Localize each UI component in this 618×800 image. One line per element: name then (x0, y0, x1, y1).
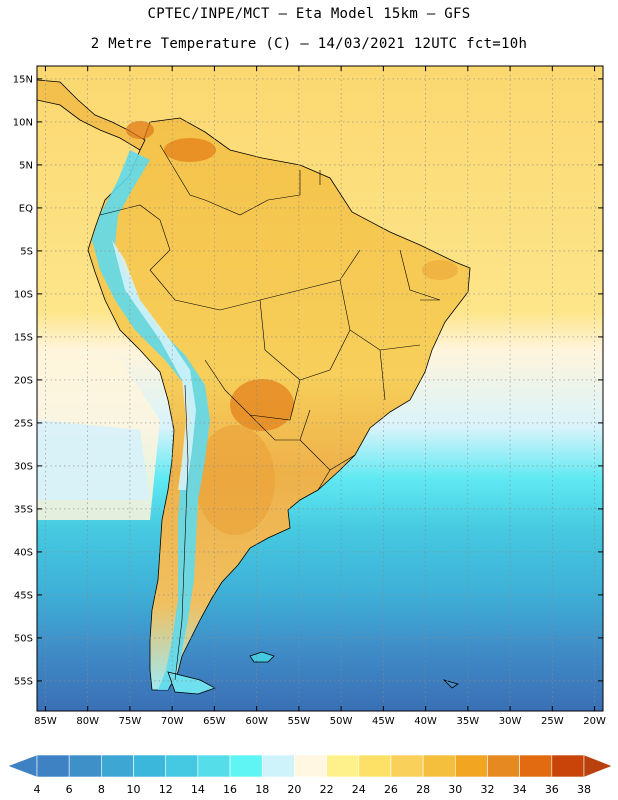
colorbar-label: 6 (66, 783, 73, 796)
colorbar-label: 24 (352, 783, 366, 796)
colorbar-cell (358, 754, 392, 778)
lat-label: 10N (13, 117, 33, 128)
lon-label: 75W (119, 716, 142, 727)
border-ecuador (99, 204, 161, 221)
colorbar-label: 38 (577, 783, 591, 796)
lon-label: 35W (457, 716, 480, 727)
colorbar-label: 18 (255, 783, 269, 796)
lon-label: 45W (372, 716, 395, 727)
border-colombia-venezuela (159, 144, 206, 201)
colorbar-label: 28 (416, 783, 430, 796)
falkland-islands (249, 651, 275, 663)
colorbar-label: 36 (545, 783, 559, 796)
colorbar-label: 32 (480, 783, 494, 796)
lat-label: 20S (14, 375, 33, 386)
colorbar-arrow-high (583, 754, 613, 778)
chaco-hot-spot (230, 379, 294, 431)
lon-label: 65W (203, 716, 226, 727)
border-venezuela-brazil (204, 194, 301, 216)
colorbar-label: 10 (127, 783, 141, 796)
lat-label: 5S (20, 246, 33, 257)
latitude-labels: 15N 10N 5N EQ 5S 10S 15S 20S 25S 30S 35S 40S 45S 50S 5… (13, 74, 33, 687)
venezuela-hot-spot (164, 138, 216, 162)
colorbar-label: 20 (287, 783, 301, 796)
lat-label: 45S (14, 590, 33, 601)
lat-label: 10S (14, 289, 33, 300)
lon-label: 20W (583, 716, 606, 727)
border-uruguay (317, 469, 331, 491)
axis-ticks (37, 66, 603, 711)
lon-label: 55W (288, 716, 311, 727)
lon-label: 80W (76, 716, 99, 727)
colorbar-cell (133, 754, 167, 778)
lat-label: 35S (14, 504, 33, 515)
lat-label: 40S (14, 547, 33, 558)
lat-label: 50S (14, 633, 33, 644)
lat-label: 15S (14, 332, 33, 343)
colorbar-cell (229, 754, 263, 778)
argentina-warm-area (195, 425, 275, 535)
colorbar-cell (36, 754, 70, 778)
colorbar-cells (7, 754, 613, 778)
lon-label: 85W (34, 716, 57, 727)
central-america-land (37, 79, 146, 151)
lon-label: 50W (330, 716, 353, 727)
colorbar-cell (101, 754, 134, 778)
colorbar-label: 16 (223, 783, 237, 796)
colorbar-arrow-low (7, 754, 38, 778)
colorbar-cell (261, 754, 295, 778)
colorbar-labels: 4 6 8 10 12 14 16 18 20 22 24 26 28 30 32 34 36 38 (34, 783, 592, 796)
colorbar-label: 12 (159, 783, 173, 796)
andes-cold-strip (92, 150, 210, 690)
colorbar-cell (454, 754, 488, 778)
colorbar-cell (519, 754, 553, 778)
colorbar-cell (390, 754, 424, 778)
border-paraguay (249, 409, 311, 441)
border-chile-argentina (174, 384, 189, 681)
colorbar-cell (197, 754, 231, 778)
border-guianas (299, 170, 321, 195)
lon-label: 70W (161, 716, 184, 727)
northeast-brazil-warm (422, 260, 458, 280)
colorbar: 4 6 8 10 12 14 16 18 20 22 24 26 28 30 32 34 36 38 (7, 754, 613, 796)
northern-colombia-hot-spot (126, 121, 154, 139)
colorbar-label: 30 (448, 783, 462, 796)
map-frame (36, 65, 604, 712)
colorbar-cell (487, 754, 520, 778)
colorbar-cell (551, 754, 585, 778)
brazil-state-borders (259, 249, 441, 401)
lat-label: 15N (13, 74, 33, 85)
lat-label: 30S (14, 461, 33, 472)
colorbar-label: 34 (513, 783, 527, 796)
lon-label: 40W (414, 716, 437, 727)
colorbar-label: 22 (320, 783, 334, 796)
colorbar-cell (422, 754, 456, 778)
border-peru-brazil (149, 219, 221, 311)
lat-label: EQ (19, 203, 33, 214)
country-borders (99, 144, 441, 681)
lon-label: 60W (245, 716, 268, 727)
lat-label: 25S (14, 418, 33, 429)
map-title-line2: 2 Metre Temperature (C) – 14/03/2021 12U… (90, 36, 528, 52)
colorbar-label: 26 (384, 783, 398, 796)
colorbar-label: 4 (34, 783, 41, 796)
colorbar-cell (294, 754, 327, 778)
pacific-cold-band (37, 420, 150, 500)
tierra-del-fuego (167, 671, 216, 695)
south-georgia-island (442, 679, 459, 689)
lat-label: 5N (19, 160, 33, 171)
colorbar-label: 8 (98, 783, 105, 796)
map-title-line1: CPTEC/INPE/MCT – Eta Model 15km – GFS (147, 6, 471, 22)
longitude-labels: 85W 80W 75W 70W 65W 60W 55W 50W 45W 40W 35W 30W 25W 2… (34, 716, 606, 727)
lon-label: 30W (499, 716, 522, 727)
colorbar-label: 14 (191, 783, 205, 796)
colorbar-cell (326, 754, 360, 778)
lon-label: 25W (541, 716, 564, 727)
lat-label: 55S (14, 676, 33, 687)
border-bolivia (204, 299, 301, 421)
colorbar-cell (165, 754, 199, 778)
colorbar-cell (68, 754, 102, 778)
